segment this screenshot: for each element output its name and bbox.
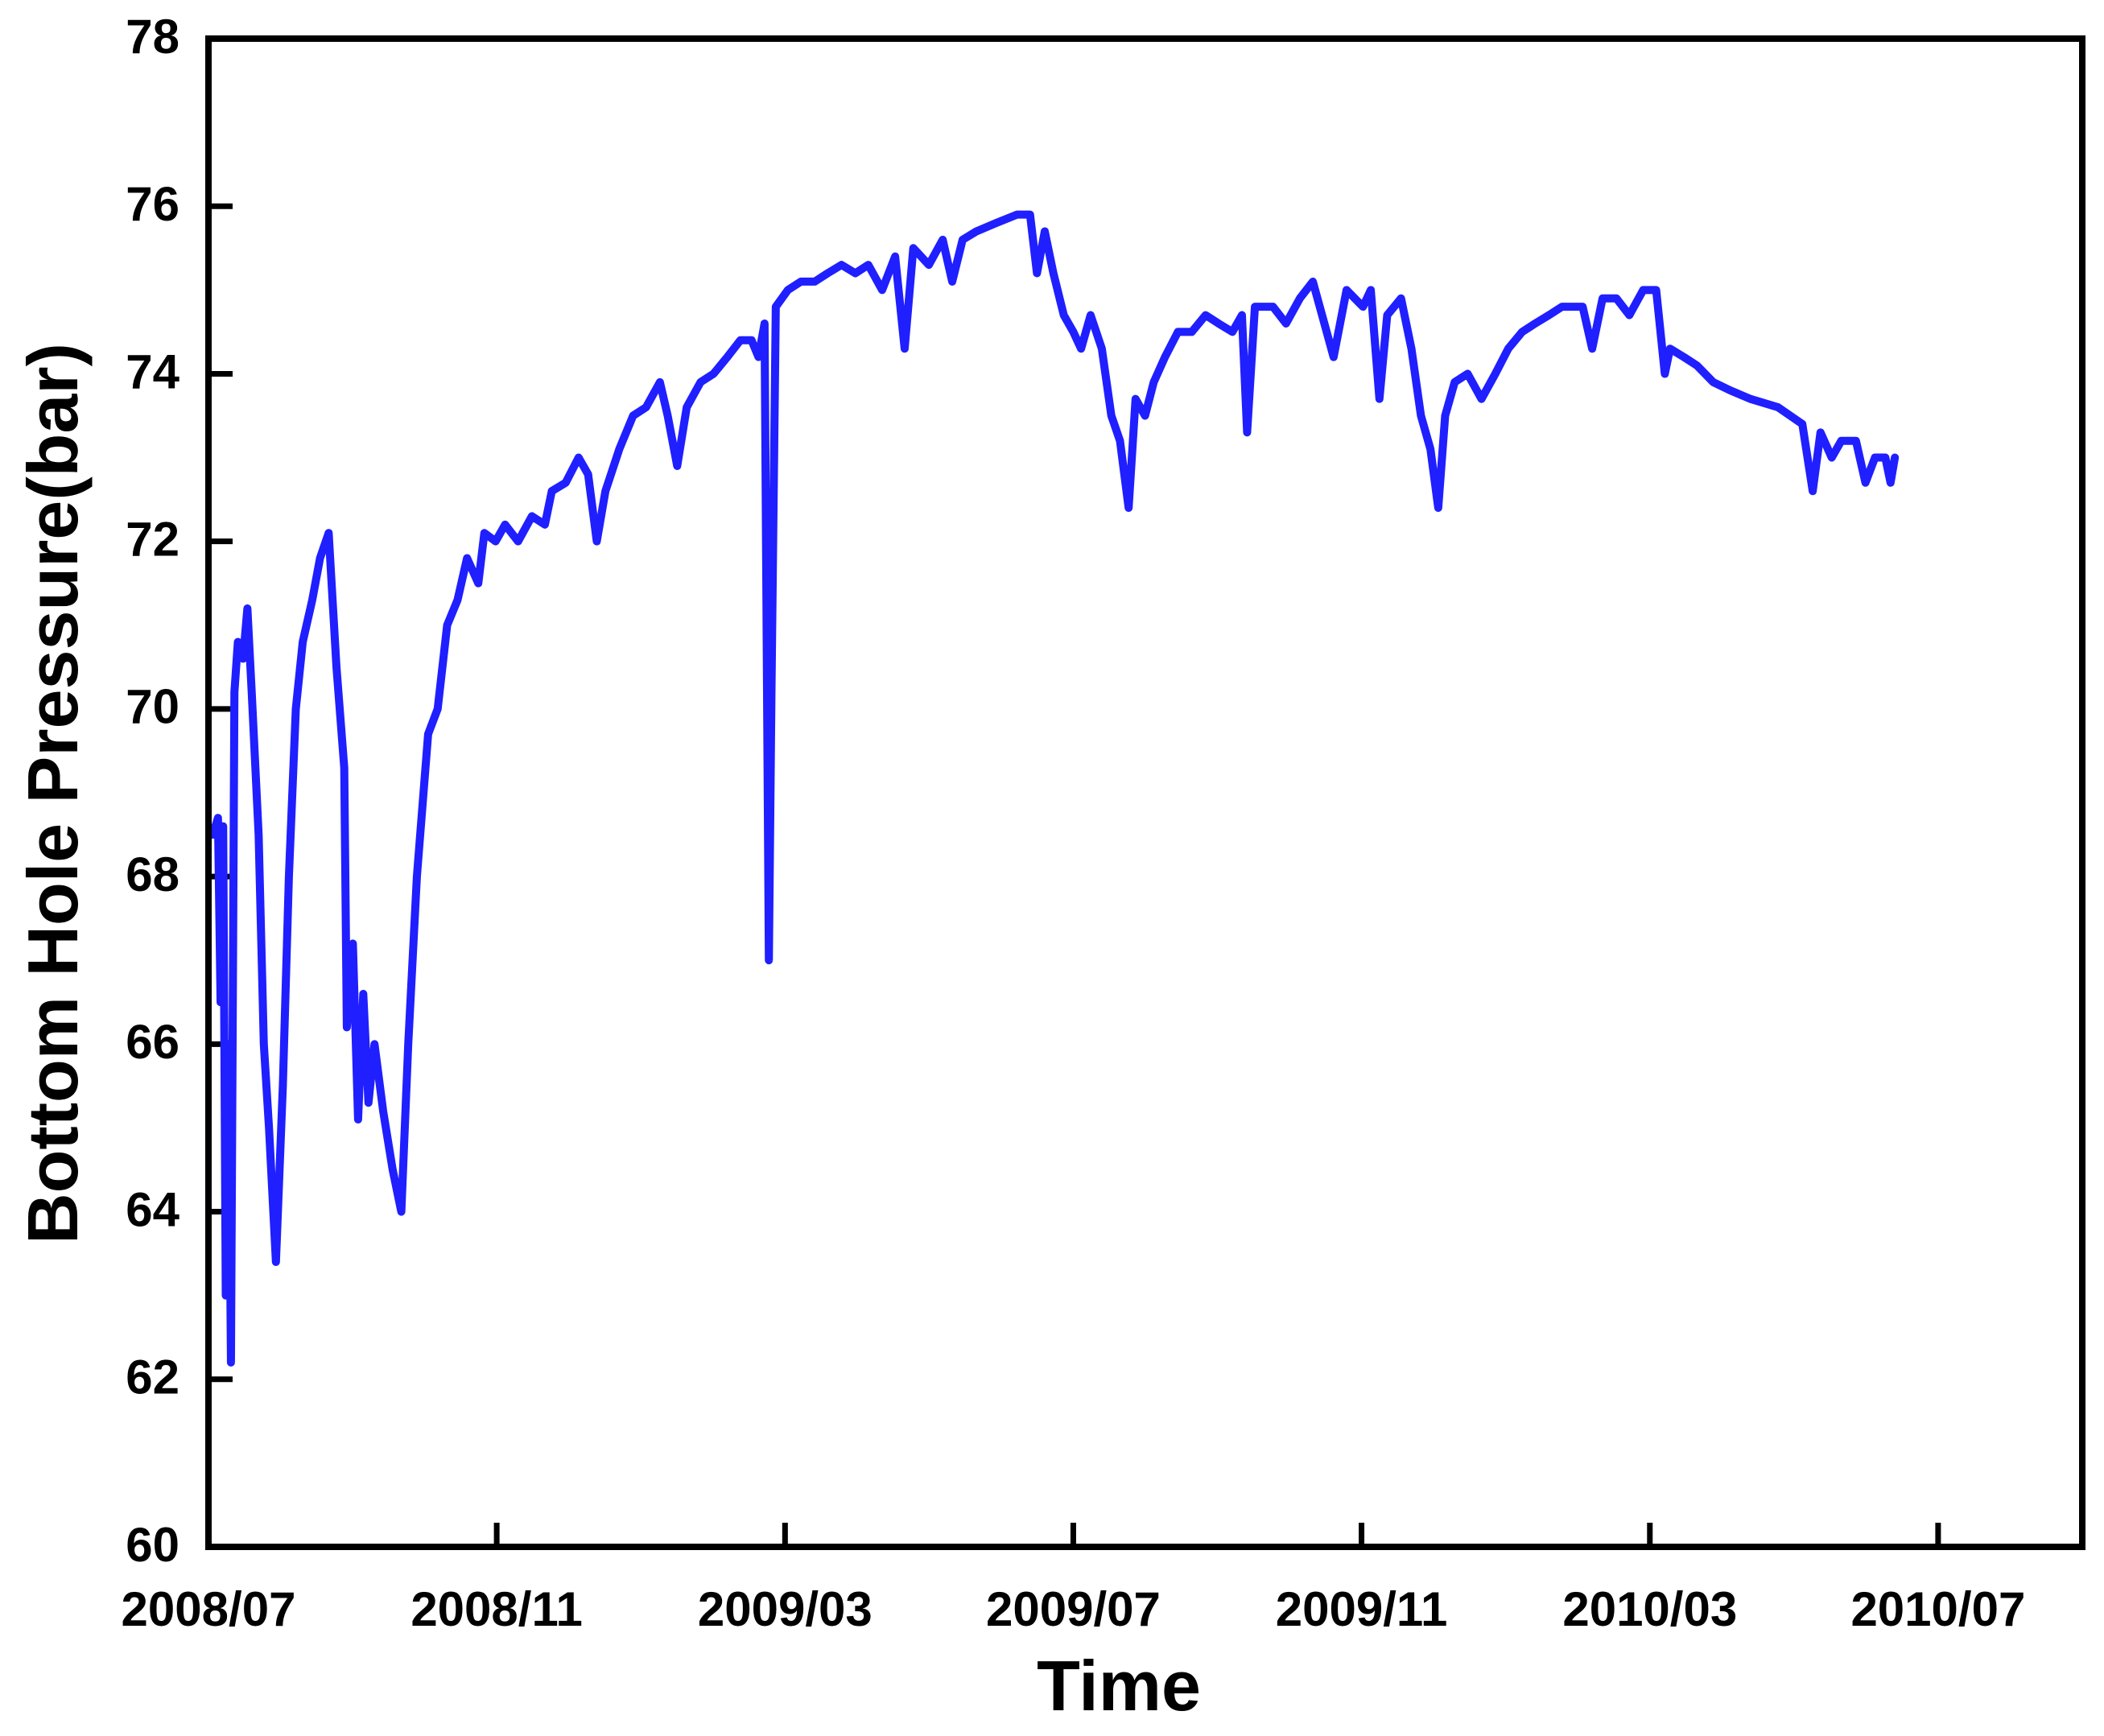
x-tick-label: 2008/11	[410, 1582, 583, 1636]
y-tick-label: 62	[126, 1350, 179, 1404]
x-tick-label: 2008/07	[122, 1582, 296, 1636]
data-line	[208, 210, 1900, 1367]
x-axis-title: Time	[1037, 1646, 1201, 1726]
x-tick-label: 2009/11	[1276, 1582, 1448, 1636]
x-tick-label: 2010/07	[1850, 1582, 2025, 1636]
y-tick-label: 76	[126, 177, 179, 231]
y-tick-label: 78	[126, 10, 179, 64]
y-tick-label: 70	[126, 680, 179, 734]
y-axis-title: Bottom Hole Pressure(bar)	[13, 343, 93, 1244]
x-tick-label: 2009/07	[986, 1582, 1161, 1636]
y-tick-label: 74	[126, 344, 179, 398]
y-tick-label: 64	[126, 1182, 179, 1236]
x-tick-label: 2009/03	[698, 1582, 873, 1636]
y-tick-label: 66	[126, 1015, 179, 1069]
plot-frame	[205, 35, 2085, 1550]
y-tick-label: 60	[126, 1518, 179, 1572]
y-tick-label: 72	[126, 513, 179, 567]
y-tick-label: 68	[126, 847, 179, 901]
x-tick-label: 2010/03	[1562, 1582, 1737, 1636]
